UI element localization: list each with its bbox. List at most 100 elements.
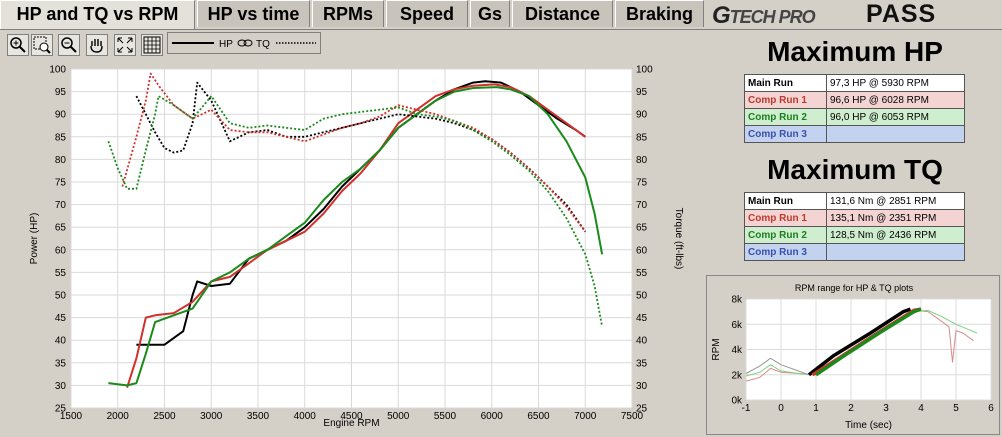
rpm-x-tick-label: 0	[778, 403, 784, 414]
y-tick-label: 35	[55, 358, 67, 369]
rpm-x-axis-label: Time (sec)	[845, 420, 892, 431]
pass-logo: PASS	[866, 0, 937, 28]
rpm-y-tick-label: 8k	[731, 295, 743, 306]
line-style-legend: HP TQ	[167, 32, 321, 54]
max-tq-run-label: Main Run	[744, 192, 827, 210]
series-comp-run-1-tq	[121, 72, 587, 233]
rpm-x-tick-label: 4	[918, 403, 924, 414]
x-tick-label: 3000	[200, 411, 223, 422]
tab-hp-vs-time[interactable]: HP vs time	[197, 0, 310, 27]
y2-axis-label: Torque (ft-lbs)	[673, 208, 684, 270]
max-hp-table: Main Run 97,3 HP @ 5930 RPM Comp Run 1 96,6…	[744, 74, 965, 143]
max-hp-run-label: Main Run	[744, 74, 827, 92]
y-tick-label: 90	[55, 110, 67, 121]
tab-gs[interactable]: Gs	[470, 0, 510, 27]
zoom-in-icon[interactable]	[7, 34, 29, 56]
rpm-series-comp-run-2	[815, 307, 922, 377]
rpm-range-chart[interactable]: -1 0 1 2 3 4 5 6 0k 2k 4k 6k 8k Time (sec) RPM	[707, 292, 999, 434]
max-hp-row: Comp Run 2 96,0 HP @ 6053 RPM	[744, 108, 965, 126]
brand-logo-area: GTECH PRO PASS	[706, 0, 1002, 29]
max-tq-table: Main Run 131,6 Nm @ 2851 RPM Comp Run 1 135…	[744, 192, 965, 261]
y-tick-label: 60	[55, 245, 67, 256]
y-tick-label: 25	[55, 404, 67, 415]
tab-braking[interactable]: Braking	[615, 0, 704, 27]
rpm-x-tick-label: 2	[848, 403, 854, 414]
x-tick-label: 2000	[107, 411, 130, 422]
rpm-x-tick-label: -1	[742, 403, 751, 414]
max-hp-run-value: 96,6 HP @ 6028 RPM	[826, 91, 965, 109]
x-tick-label: 6500	[527, 411, 550, 422]
y2-tick-label: 50	[636, 291, 648, 302]
max-hp-title: Maximum HP	[767, 36, 943, 67]
x-tick-label: 5500	[434, 411, 457, 422]
fit-icon[interactable]	[114, 34, 136, 56]
legend-hp-label: HP	[219, 39, 233, 50]
y2-tick-label: 45	[636, 313, 648, 324]
y-tick-label: 95	[55, 87, 67, 98]
pan-hand-icon[interactable]	[86, 34, 108, 56]
max-tq-title: Maximum TQ	[767, 154, 943, 185]
tab-distance[interactable]: Distance	[512, 0, 613, 27]
max-tq-run-label: Comp Run 2	[744, 226, 827, 244]
y2-tick-label: 95	[636, 87, 648, 98]
y-tick-label: 100	[49, 65, 66, 76]
y2-tick-label: 80	[636, 155, 648, 166]
max-tq-run-value: 128,5 Nm @ 2436 RPM	[826, 226, 965, 244]
rpm-x-tick-label: 5	[953, 403, 959, 414]
max-hp-run-label: Comp Run 1	[744, 91, 827, 109]
y2-tick-label: 90	[636, 110, 648, 121]
y2-tick-label: 65	[636, 223, 648, 234]
max-hp-run-label: Comp Run 3	[744, 125, 827, 143]
y-tick-label: 70	[55, 200, 67, 211]
x-tick-label: 5000	[387, 411, 410, 422]
x-tick-label: 3500	[247, 411, 270, 422]
hp-tq-vs-rpm-chart[interactable]: 1500 2000 2500 3000 3500 4000 4500 5000 5500 6000…	[0, 58, 704, 436]
rpm-y-axis-label: RPM	[711, 338, 722, 360]
grid-icon[interactable]	[141, 34, 163, 56]
x-tick-label: 7500	[621, 411, 644, 422]
rpm-series-main-run	[745, 357, 810, 376]
y2-tick-label: 35	[636, 358, 648, 369]
x-tick-label: 1500	[60, 411, 83, 422]
y-tick-label: 40	[55, 336, 67, 347]
y2-tick-label: 60	[636, 245, 648, 256]
tab-rpms[interactable]: RPMs	[312, 0, 384, 27]
rpm-x-tick-label: 6	[988, 403, 994, 414]
y-tick-label: 55	[55, 268, 67, 279]
y-tick-label: 45	[55, 313, 67, 324]
rpm-range-panel: RPM range for HP & TQ plots -1 0 1 2 3 4 5 6 0k 2…	[706, 275, 1000, 435]
y-tick-label: 50	[55, 291, 67, 302]
max-hp-run-value	[826, 125, 965, 143]
max-tq-row: Comp Run 3	[744, 243, 965, 261]
series-main-run-tq	[135, 81, 587, 233]
max-hp-row: Main Run 97,3 HP @ 5930 RPM	[744, 74, 965, 92]
tab-bar: HP and TQ vs RPM HP vs time RPMs Speed G…	[0, 0, 1002, 30]
y2-tick-label: 100	[636, 65, 653, 76]
y2-tick-label: 40	[636, 336, 648, 347]
legend-tq-label: TQ	[256, 39, 270, 50]
max-hp-row: Comp Run 3	[744, 125, 965, 143]
x-tick-label: 4000	[294, 411, 317, 422]
max-tq-run-label: Comp Run 1	[744, 209, 827, 227]
x-tick-label: 6000	[481, 411, 504, 422]
max-tq-row: Comp Run 2 128,5 Nm @ 2436 RPM	[744, 226, 965, 244]
zoom-box-icon[interactable]	[31, 34, 53, 56]
series-comp-run-1-hp	[126, 83, 586, 389]
max-tq-run-value	[826, 243, 965, 261]
y-tick-label: 30	[55, 381, 67, 392]
rpm-y-tick-label: 6k	[731, 320, 743, 331]
tab-speed[interactable]: Speed	[386, 0, 468, 27]
tab-hp-tq-vs-rpm[interactable]: HP and TQ vs RPM	[0, 0, 195, 29]
zoom-out-icon[interactable]	[58, 34, 80, 56]
series-comp-run-2-tq	[107, 95, 603, 327]
y-tick-label: 65	[55, 223, 67, 234]
rpm-range-title: RPM range for HP & TQ plots	[794, 283, 914, 293]
gtech-logo: GTECH PRO	[712, 2, 816, 29]
max-hp-run-value: 96,0 HP @ 6053 RPM	[826, 108, 965, 126]
y2-tick-label: 70	[636, 200, 648, 211]
y2-tick-label: 25	[636, 404, 648, 415]
rpm-x-tick-label: 3	[883, 403, 889, 414]
max-tq-run-label: Comp Run 3	[744, 243, 827, 261]
max-tq-run-value: 135,1 Nm @ 2351 RPM	[826, 209, 965, 227]
y2-tick-label: 75	[636, 178, 648, 189]
